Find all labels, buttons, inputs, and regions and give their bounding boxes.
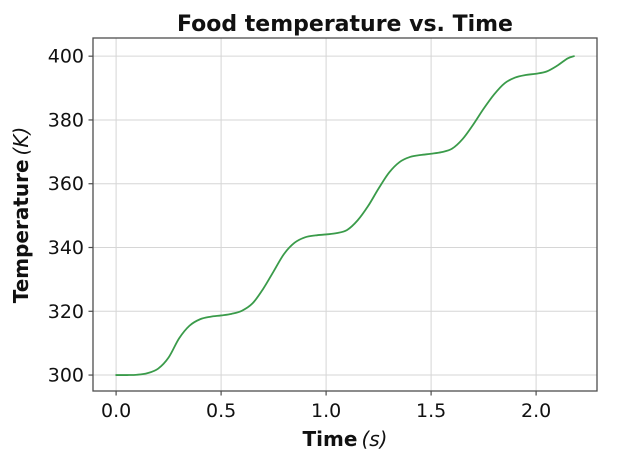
y-tick-label: 380 <box>48 109 84 131</box>
x-axis-label: Time (s) <box>93 427 597 451</box>
y-axis-label: Temperature (K) <box>9 127 33 304</box>
temperature-line <box>115 55 575 376</box>
y-axis-label-text: Temperature <box>9 159 33 304</box>
y-axis-label-unit: (K) <box>9 126 33 156</box>
x-axis-label-unit: (s) <box>361 427 388 451</box>
y-tick-label: 360 <box>48 173 84 195</box>
y-tick-label: 340 <box>48 237 84 259</box>
x-axis-label-text: Time <box>302 427 358 451</box>
x-tick-label: 0.0 <box>101 400 131 422</box>
y-tick-label: 400 <box>48 46 84 68</box>
x-tick-label: 1.5 <box>416 400 446 422</box>
x-tick-label: 2.0 <box>521 400 551 422</box>
x-tick-label: 0.5 <box>206 400 236 422</box>
x-tick-label: 1.0 <box>311 400 341 422</box>
plot-frame <box>92 37 598 392</box>
chart-title: Food temperature vs. Time <box>177 12 513 37</box>
y-tick-label: 300 <box>48 365 84 387</box>
y-tick-label: 320 <box>48 301 84 323</box>
